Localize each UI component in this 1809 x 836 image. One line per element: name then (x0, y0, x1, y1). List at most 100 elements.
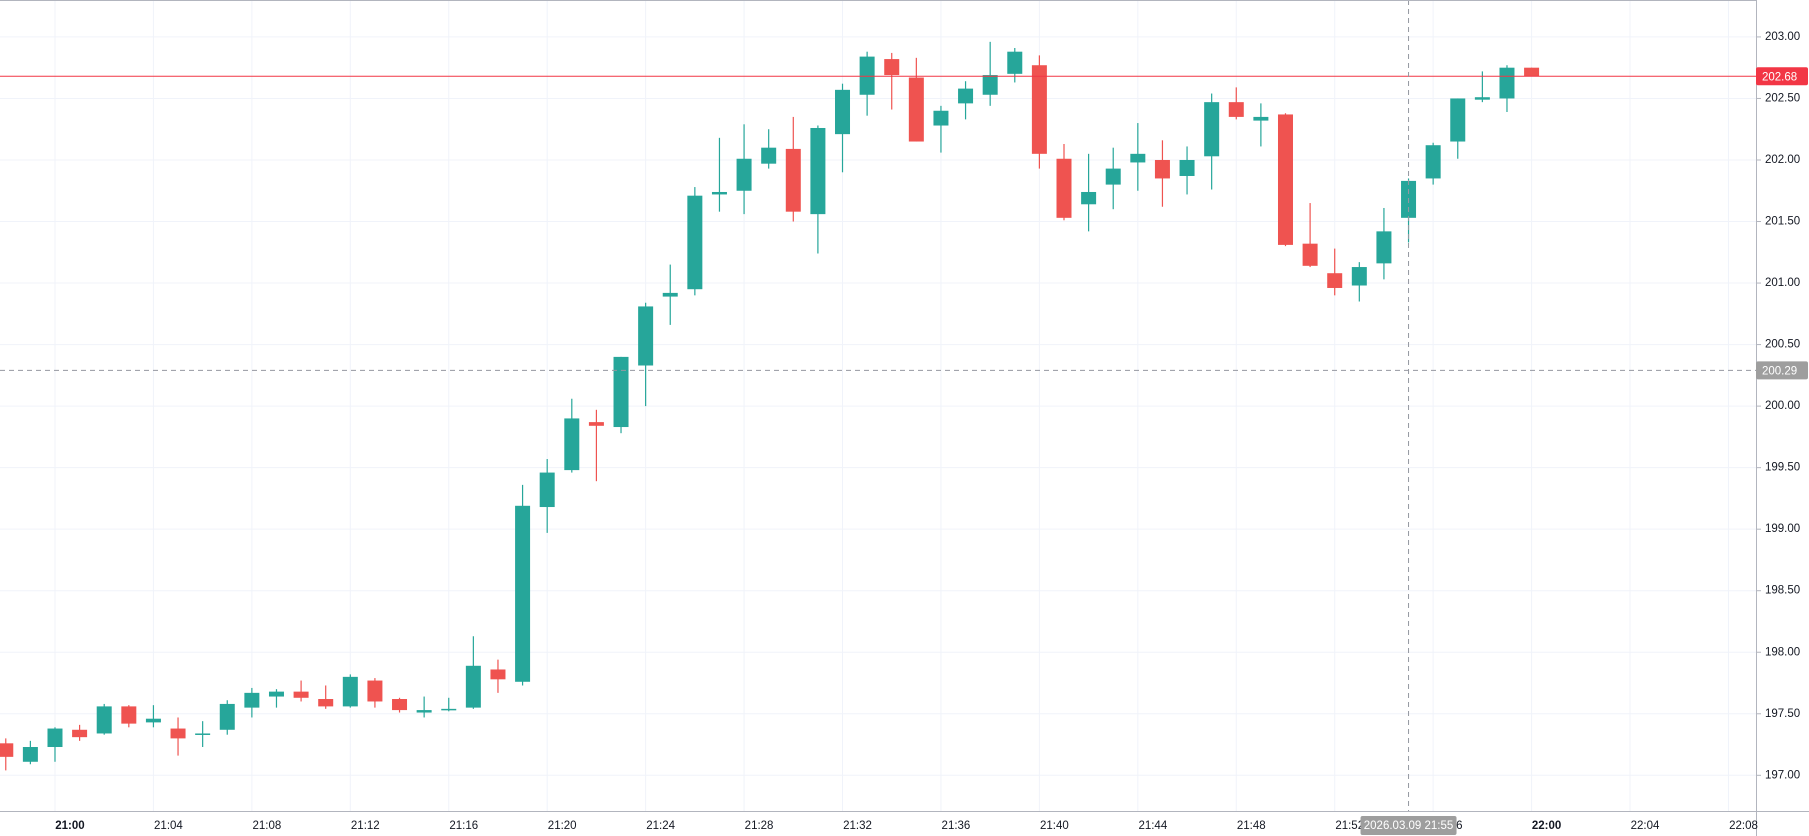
candle-body (1327, 273, 1343, 288)
x-tick-label: 21:48 (1237, 820, 1266, 832)
y-tick-label: 198.50 (1765, 585, 1800, 597)
candle-body (47, 728, 63, 748)
candle-body (810, 127, 826, 215)
candle-body (515, 505, 531, 682)
last-price-label: 202.68 (1762, 71, 1797, 83)
candle-body (588, 422, 604, 426)
y-tick-label: 200.50 (1765, 339, 1800, 351)
candle-body (441, 708, 457, 711)
x-tick-label: 21:00 (55, 820, 84, 832)
candle-body (908, 77, 924, 142)
candle-body (392, 699, 408, 711)
x-tick-label: 22:08 (1729, 820, 1758, 832)
candle-body (785, 148, 801, 212)
x-tick-label: 21:12 (351, 820, 380, 832)
candle-body (490, 669, 506, 680)
candle-body (613, 356, 629, 428)
y-tick-label: 202.50 (1765, 92, 1800, 104)
candle-body (1204, 102, 1220, 157)
tags: 202.68 200.29 2026.03.09 21:55 (1360, 67, 1808, 835)
candle-body (1154, 159, 1170, 179)
x-tick-label: 21:16 (449, 820, 478, 832)
axes: 197.00 197.50 198.00 198.50 199.00 199.50 200.… (55, 31, 1800, 832)
candle-body (982, 75, 998, 95)
candle-body (1450, 98, 1466, 142)
candle-body (195, 733, 211, 735)
y-tick-label: 203.00 (1765, 31, 1800, 43)
candle-body (884, 59, 900, 76)
x-tick-label: 21:24 (646, 820, 675, 832)
candle-body (1228, 102, 1244, 117)
candle-body (22, 747, 38, 762)
candle-body (1105, 168, 1121, 185)
candle-body (564, 418, 580, 471)
candle-body (933, 110, 949, 126)
candle-body (687, 195, 703, 290)
crosshair-price-tag (1756, 361, 1808, 380)
x-tick-label: 21:52 (1335, 820, 1364, 832)
candle-body (958, 88, 974, 104)
candle-body (293, 691, 309, 698)
x-tick-label: 21:40 (1040, 820, 1069, 832)
x-tick-label: 21:32 (843, 820, 872, 832)
candle-body (318, 699, 334, 707)
candle-body (1277, 114, 1293, 245)
y-tick-label: 201.00 (1765, 277, 1800, 289)
candle-body (1081, 191, 1097, 205)
candles (0, 41, 1540, 771)
candle-body (1499, 67, 1515, 99)
x-tick-label: 21:20 (548, 820, 577, 832)
candle-body (219, 703, 235, 730)
candle-body (465, 665, 481, 708)
candle-body (638, 306, 654, 366)
candle-body (244, 692, 260, 708)
candle-body (1007, 51, 1023, 74)
x-tick-label: 22:00 (1532, 820, 1561, 832)
crosshair-time-label: 2026.03.09 21:55 (1364, 820, 1454, 832)
x-tick-label: 22:04 (1631, 820, 1660, 832)
candle-body (539, 472, 555, 508)
candle-body (145, 718, 161, 723)
y-tick-label: 197.50 (1765, 708, 1800, 720)
candle-body (342, 676, 358, 707)
overlay (0, 0, 1756, 811)
crosshair-time-tag (1360, 816, 1457, 835)
y-tick-label: 199.00 (1765, 523, 1800, 535)
candle-body (1351, 267, 1367, 286)
candle-body (72, 729, 88, 738)
y-tick-label: 197.00 (1765, 769, 1800, 781)
candle-body (711, 191, 727, 195)
y-tick-label: 198.00 (1765, 646, 1800, 658)
y-tick-label: 199.50 (1765, 462, 1800, 474)
candle-body (170, 728, 186, 739)
candle-body (0, 743, 14, 757)
y-tick-label: 202.00 (1765, 154, 1800, 166)
y-tick-label: 201.50 (1765, 216, 1800, 228)
candle-body (835, 89, 851, 135)
candle-body (761, 147, 777, 164)
candle-body (1056, 158, 1072, 218)
last-price-tag (1756, 67, 1808, 86)
y-tick-label: 200.00 (1765, 400, 1800, 412)
candle-body (367, 680, 383, 702)
candle-body (859, 56, 875, 95)
candle-body (96, 706, 112, 734)
candle-body (416, 710, 432, 713)
candle-body (268, 691, 284, 697)
candle-body (736, 158, 752, 191)
candle-body (1130, 153, 1146, 163)
candle-body (1425, 145, 1441, 179)
grid (0, 0, 1756, 811)
candle-body (1302, 243, 1318, 266)
crosshair-price-label: 200.29 (1762, 365, 1797, 377)
x-tick-label: 21:44 (1138, 820, 1167, 832)
candle-body (1253, 116, 1269, 121)
candle-body (1474, 97, 1490, 100)
candle-body (1179, 159, 1195, 176)
x-tick-label: 21:36 (942, 820, 971, 832)
x-tick-label: 21:28 (745, 820, 774, 832)
x-tick-label: 21:08 (252, 820, 281, 832)
candle-body (662, 292, 678, 297)
candle-body (1524, 67, 1540, 77)
